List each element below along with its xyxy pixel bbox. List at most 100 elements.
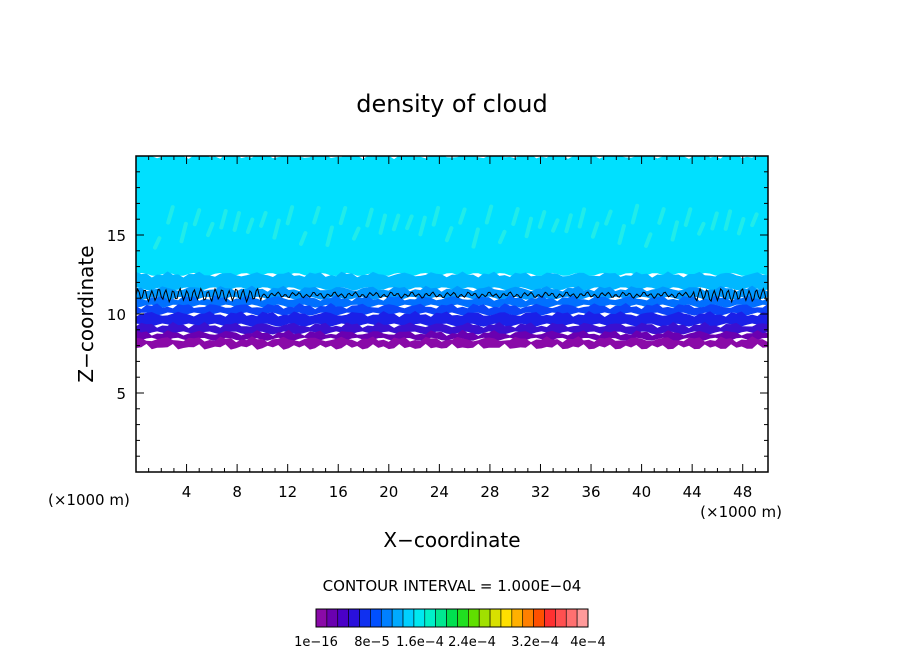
colorbar-label: 2.4e−4 [448, 635, 496, 650]
colorbar-swatch [402, 608, 415, 628]
cyan-wisp [657, 207, 666, 225]
colorbar-label: 4e−4 [570, 635, 605, 650]
cyan-wisp [471, 227, 480, 249]
x-tick-label: 16 [329, 483, 348, 501]
density-layer [136, 329, 768, 341]
cyan-wisp [617, 224, 626, 245]
colorbar-swatch [544, 608, 556, 628]
colorbar-label: 8e−5 [354, 635, 389, 650]
cyan-wisp [683, 207, 693, 227]
cyan-wisp [391, 213, 401, 232]
colorbar-swatch [446, 608, 458, 628]
colorbar-frame [315, 608, 589, 628]
cyan-wisp [192, 208, 202, 227]
colorbar-swatch [359, 608, 371, 628]
cyan-wisp [245, 217, 255, 234]
cyan-wisp [564, 213, 573, 234]
x-tick-label: 24 [430, 483, 449, 501]
cyan-wisp [590, 221, 600, 239]
density-layer [136, 156, 768, 277]
colorbar-label: 1.6e−4 [396, 635, 444, 650]
colorbar-swatch [489, 608, 502, 628]
cyan-wisp [219, 209, 228, 230]
x-tick-label: 8 [232, 483, 242, 501]
x-tick-label: 20 [379, 483, 398, 501]
colorbar-swatch [315, 608, 328, 628]
cyan-wisp [325, 225, 334, 247]
cyan-wisp [272, 218, 281, 240]
colorbar-swatch [457, 608, 469, 628]
colorbar-swatch [468, 608, 480, 628]
density-layer [136, 322, 768, 335]
contour-line [136, 287, 768, 304]
cyan-wisp [405, 214, 414, 231]
contour-interval-label: CONTOUR INTERVAL = 1.000E−04 [323, 577, 582, 595]
cyan-wisp [418, 215, 427, 237]
x-tick-label: 48 [733, 483, 752, 501]
colorbar-swatch [348, 608, 360, 628]
colorbar-swatch [391, 608, 404, 628]
cyan-wisps [153, 203, 759, 250]
cyan-wisp [232, 211, 241, 232]
cyan-wisp [179, 221, 188, 244]
colorbar-swatch [500, 608, 513, 628]
y-tick-label: 10 [107, 306, 126, 324]
cyan-wisp [312, 206, 321, 225]
colorbar-swatch [565, 608, 578, 628]
cyan-wisp [338, 206, 348, 226]
x-tick-label: 40 [632, 483, 651, 501]
colorbar-label: 1e−16 [294, 635, 338, 650]
cyan-wisp [736, 217, 746, 236]
cyan-wisp [750, 212, 759, 228]
cyan-wisp [697, 221, 706, 236]
cyan-wisp [378, 213, 387, 235]
x-tick-label: 4 [182, 483, 192, 501]
cyan-wisp [710, 211, 719, 231]
cyan-wisp [577, 207, 587, 229]
y-axis-label: Z−coordinate [74, 245, 98, 382]
x-axis-label: X−coordinate [383, 528, 520, 552]
density-layer [136, 271, 768, 291]
cyan-wisp [723, 209, 733, 231]
cyan-wisp [551, 218, 560, 233]
cyan-wisp [458, 207, 467, 225]
x-tick-label: 12 [278, 483, 297, 501]
colorbar-label: 3.2e−4 [511, 635, 559, 650]
colorbar-swatch [478, 608, 491, 628]
colorbar-swatch [511, 608, 524, 628]
cyan-wisp [153, 236, 162, 250]
x-unit-right: (×1000 m) [700, 503, 782, 521]
density-layer [136, 336, 768, 350]
x-tick-label: 28 [480, 483, 499, 501]
cyan-wisp [352, 226, 361, 241]
cyan-wisp [285, 205, 295, 226]
colorbar-swatch [576, 608, 589, 628]
colorbar-swatch [370, 608, 382, 628]
cyan-wisp [644, 232, 653, 248]
cyan-wisp [630, 203, 640, 225]
cyan-wisp [484, 204, 494, 225]
cyan-wisp [365, 207, 374, 228]
cyan-wisp [604, 209, 613, 226]
cyan-wisp [259, 211, 268, 228]
colorbar-swatch [435, 608, 447, 628]
colorbar-swatch [326, 608, 339, 628]
cyan-wisp [537, 210, 547, 229]
colorbar-swatch [424, 608, 436, 628]
chart-title: density of cloud [356, 90, 547, 118]
x-tick-label: 36 [581, 483, 600, 501]
colorbar-swatch [522, 608, 534, 628]
colorbar: 1e−16 8e−5 1.6e−4 2.4e−4 3.2e−4 4e−4 [294, 608, 606, 650]
x-unit-left: (×1000 m) [48, 491, 130, 509]
cyan-wisp [498, 229, 507, 245]
colorbar-swatch [555, 608, 567, 628]
cyan-wisp [444, 226, 454, 243]
cyan-wisp [299, 231, 308, 246]
cyan-wisp [431, 205, 441, 227]
density-layer [136, 295, 768, 308]
x-tick-label: 32 [531, 483, 550, 501]
cyan-wisp [206, 221, 215, 238]
cyan-wisp [511, 207, 520, 226]
